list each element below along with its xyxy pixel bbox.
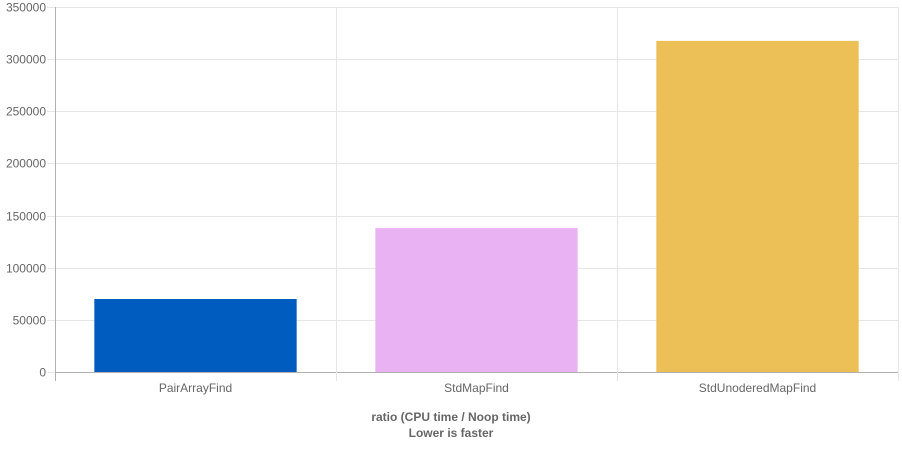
y-tick-label: 250000 [6,105,46,119]
y-tick-label: 300000 [6,53,46,67]
x-axis-subtitle: Lower is faster [409,426,494,440]
x-category-label: StdMapFind [444,381,509,395]
x-category-label: StdUnoderedMapFind [699,381,816,395]
y-tick-label: 50000 [13,314,47,328]
bar-pairarrayfind [94,299,297,372]
bars-layer [94,40,859,373]
y-tick-label: 350000 [6,1,46,15]
axis-layer: 0 50000 100000 150000 200000 250000 300000 3500… [6,1,816,396]
y-tick-label: 100000 [6,262,46,276]
y-tick-label: 0 [39,366,46,380]
x-axis-title: ratio (CPU time / Noop time) [371,410,530,424]
x-category-label: PairArrayFind [159,381,232,395]
bar-stdunoderedmapfind [656,40,859,373]
y-tick-label: 200000 [6,157,46,171]
y-tick-label: 150000 [6,210,46,224]
bar-stdmapfind [375,228,578,372]
